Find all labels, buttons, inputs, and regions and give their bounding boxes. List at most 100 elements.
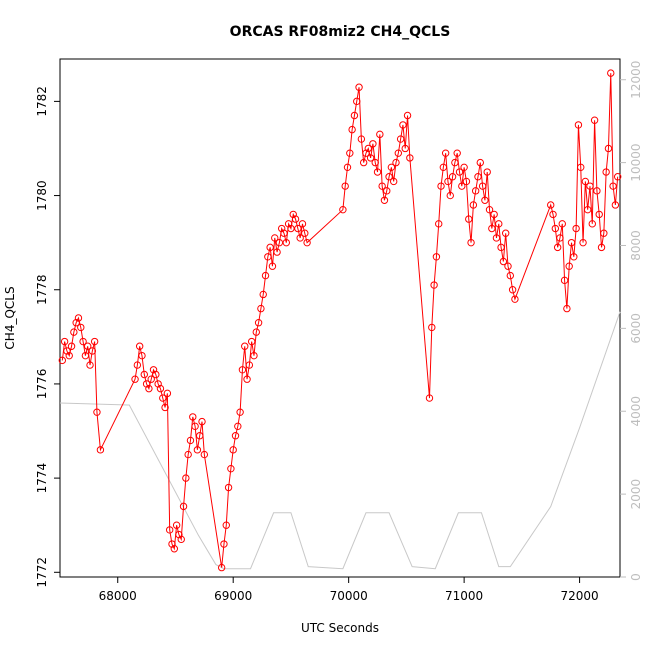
data-point [149, 366, 158, 374]
data-point [135, 342, 144, 350]
data-point [511, 295, 519, 303]
data-point [392, 158, 400, 167]
data-point [366, 154, 375, 162]
data-point [570, 253, 578, 261]
data-point [175, 530, 183, 539]
data-point [508, 286, 517, 294]
data-point [435, 220, 443, 228]
data-point [268, 262, 277, 270]
data-point [556, 234, 564, 242]
data-point [483, 168, 491, 176]
data-point [196, 432, 204, 440]
data-point [458, 182, 466, 190]
data-point [184, 450, 192, 459]
data-point [247, 337, 256, 346]
data-point [348, 125, 356, 134]
data-point [133, 361, 142, 369]
data-point [298, 220, 307, 228]
data-point [478, 182, 487, 190]
data-point [294, 224, 302, 233]
data-point [291, 215, 300, 223]
y-tick-label: 1776 [35, 369, 49, 400]
data-point [593, 187, 601, 195]
data-point [613, 173, 622, 181]
data-point [287, 224, 295, 233]
data-point [217, 563, 226, 572]
plot-frame [59, 58, 621, 578]
data-point [245, 361, 254, 369]
data-point [583, 205, 592, 214]
data-point [222, 521, 230, 529]
data-point [70, 328, 78, 336]
data-point [551, 224, 560, 233]
data-point [346, 149, 354, 157]
data-point [282, 238, 291, 247]
data-point [224, 483, 233, 492]
y-tick-label: 1778 [35, 274, 49, 305]
y2-tick-label: 4000 [629, 396, 643, 427]
y2-tick-label: 0 [629, 573, 643, 581]
data-point [579, 238, 587, 247]
data-point [485, 205, 494, 214]
data-point [140, 370, 148, 379]
data-point [165, 526, 174, 534]
data-point [609, 182, 617, 190]
data-point [481, 196, 489, 204]
data-point [90, 337, 99, 346]
data-point [602, 168, 610, 176]
data-point [163, 389, 172, 398]
data-point [250, 351, 258, 360]
data-point [131, 375, 139, 383]
data-point [238, 366, 247, 374]
data-point [353, 97, 361, 106]
data-point [506, 271, 515, 280]
data-point [401, 144, 409, 153]
data-point [497, 243, 505, 252]
y-axis-left: 1772 1774 1776 1778 1780 1782 [35, 86, 60, 588]
data-point [241, 342, 249, 350]
data-point [257, 304, 265, 313]
data-point [343, 163, 352, 172]
data-point [301, 229, 309, 237]
data-point [252, 328, 260, 336]
data-point [74, 314, 83, 322]
data-point [437, 182, 445, 190]
data-point [549, 210, 557, 219]
data-point [501, 229, 510, 237]
data-point [430, 281, 438, 289]
y-tick-label: 1774 [35, 463, 49, 494]
data-point [460, 163, 468, 172]
data-point [455, 168, 464, 176]
y-axis-right: 0 2000 4000 6000 8000 10000 12000 [620, 61, 643, 581]
data-point [371, 158, 379, 167]
data-point [243, 375, 251, 383]
x-tick-label: 69000 [214, 589, 252, 603]
data-point [588, 220, 596, 228]
data-point [378, 182, 386, 190]
data-point [474, 173, 482, 181]
x-tick-label: 70000 [330, 589, 368, 603]
data-point [152, 370, 160, 379]
data-point [339, 205, 347, 214]
data-point [177, 535, 185, 544]
data-point [72, 319, 80, 327]
data-point [362, 149, 370, 157]
data-point [86, 361, 94, 369]
data-point [446, 191, 454, 200]
data-point [465, 215, 473, 223]
data-point [560, 276, 569, 285]
data-point [467, 238, 475, 247]
data-point [499, 257, 508, 266]
data-point [439, 163, 448, 172]
data-point [234, 422, 242, 431]
data-point [590, 116, 599, 124]
data-point [396, 135, 405, 143]
data-point [303, 238, 311, 247]
data-point [383, 187, 391, 195]
gray-series-line [59, 311, 621, 570]
data-point [65, 351, 73, 360]
data-point [462, 177, 471, 186]
data-point [254, 319, 263, 327]
data-point [504, 262, 512, 270]
data-point [444, 177, 452, 186]
